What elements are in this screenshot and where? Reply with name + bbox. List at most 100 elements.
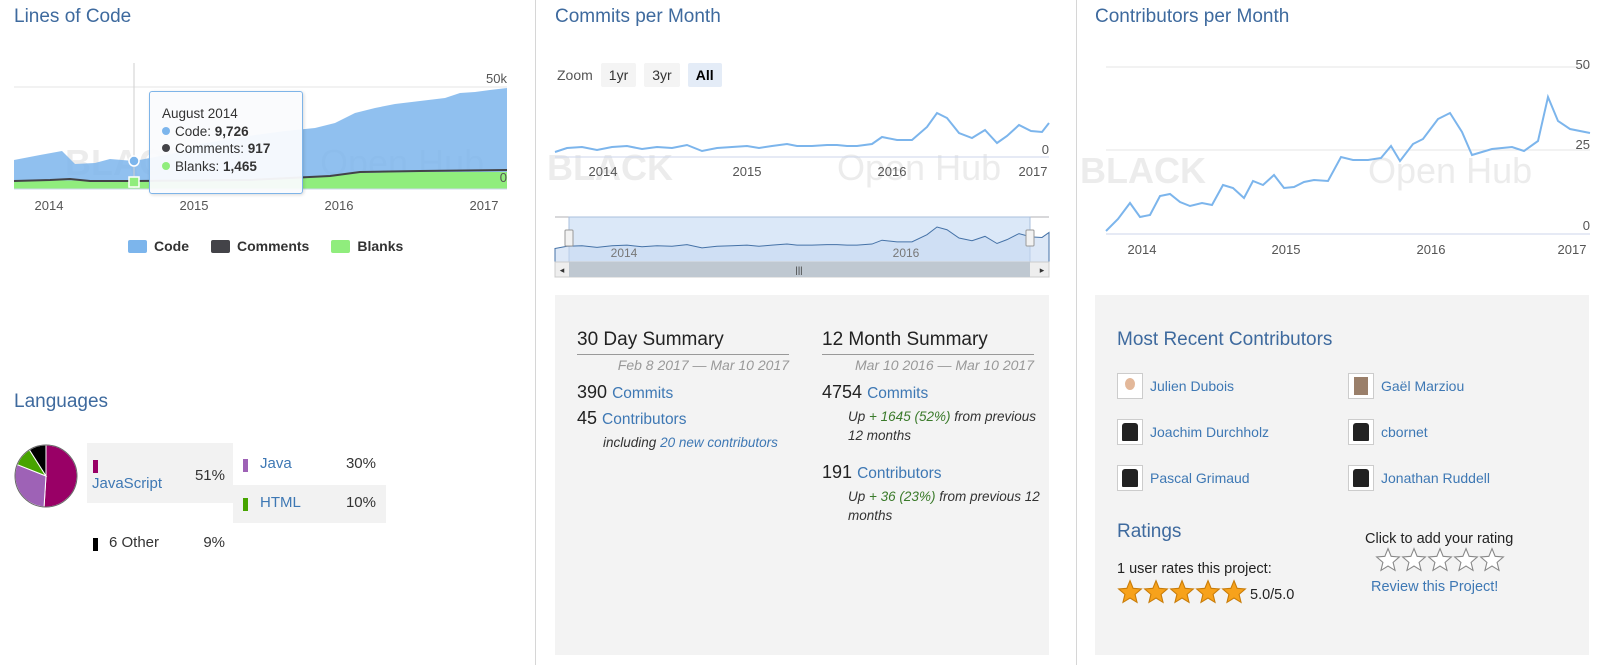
including-text: including	[603, 435, 657, 450]
contributors-link[interactable]: Contributors	[857, 465, 942, 482]
language-percent: 10%	[345, 494, 376, 511]
contributors-panel: Most Recent Contributors Julien Dubois G…	[1095, 295, 1589, 655]
empty-star-icon[interactable]	[1479, 547, 1505, 573]
scroll-left-icon[interactable]: ◂	[560, 265, 565, 275]
x-tick-2017: 2017	[1558, 242, 1587, 257]
contributor-gael-marziou[interactable]: Gaël Marziou	[1348, 373, 1464, 399]
from-previous-text: from previous 12 months	[848, 489, 1040, 523]
x-tick-2014: 2014	[35, 198, 64, 213]
zoom-all-button[interactable]: All	[687, 63, 722, 87]
avatar	[1117, 465, 1143, 491]
tooltip-label: Comments:	[175, 141, 245, 156]
empty-star-icon[interactable]	[1401, 547, 1427, 573]
language-row-other: 6 Other 9%	[87, 525, 233, 563]
watermark-product: Open Hub	[1368, 150, 1532, 191]
empty-star-icon[interactable]	[1375, 547, 1401, 573]
watermark-text: BLACK	[547, 147, 673, 188]
empty-star-icon[interactable]	[1453, 547, 1479, 573]
contributor-julien-dubois[interactable]: Julien Dubois	[1117, 373, 1234, 399]
language-name-other: 6 Other	[109, 534, 160, 551]
avatar-photo-icon	[1354, 377, 1368, 395]
other-color-icon	[93, 538, 98, 551]
avatar	[1348, 465, 1374, 491]
contributor-link[interactable]: Gaël Marziou	[1381, 378, 1465, 394]
summary-30-commits: 390 Commits	[577, 382, 673, 403]
rating-score: 5.0/5.0	[1250, 587, 1295, 603]
default-avatar-icon	[1353, 423, 1369, 441]
html-color-icon	[243, 498, 248, 511]
legend-code[interactable]: Code	[128, 238, 189, 254]
up-text: Up	[848, 409, 866, 424]
contributor-link[interactable]: Joachim Durchholz	[1150, 424, 1270, 440]
scroll-right-icon[interactable]: ▸	[1040, 265, 1045, 275]
commits-column: Commits per Month Zoom 1yr 3yr All BLACK…	[537, 0, 1077, 665]
legend-comments[interactable]: Comments	[211, 238, 309, 254]
language-row-javascript[interactable]: JavaScript 51%	[87, 443, 233, 503]
navigator-scrollbar-thumb[interactable]	[569, 262, 1030, 277]
commits-chart[interactable]: BLACK Open Hub 0 2014 2015 2016 2017 201…	[537, 100, 1077, 285]
filled-star-icon	[1143, 579, 1169, 604]
tooltip-label: Code:	[175, 123, 212, 139]
tooltip-blanks-row: Blanks: 1,465	[162, 158, 290, 176]
new-contributors-link[interactable]: 20 new contributors	[660, 435, 778, 450]
tooltip-value: 1,465	[223, 158, 257, 174]
avatar	[1348, 419, 1374, 445]
language-row-java[interactable]: Java 30%	[236, 446, 386, 484]
summary-12-dates: Mar 10 2016 — Mar 10 2017	[855, 357, 1034, 373]
blanks-swatch-icon	[331, 239, 351, 253]
x-tick-2014: 2014	[1128, 242, 1157, 257]
contributor-link[interactable]: Pascal Grimaud	[1150, 470, 1250, 486]
contributor-link[interactable]: Julien Dubois	[1150, 378, 1235, 394]
review-project-link[interactable]: Review this Project!	[1371, 579, 1499, 595]
contributor-link[interactable]: cbornet	[1381, 424, 1428, 440]
lines-of-code-title: Lines of Code	[14, 6, 132, 27]
java-color-icon	[243, 459, 248, 472]
contributor-jonathan-ruddell[interactable]: Jonathan Ruddell	[1348, 465, 1490, 491]
language-link-java[interactable]: Java	[260, 455, 292, 472]
summary-12-commits: 4754 Commits	[822, 382, 928, 403]
x-tick-2017: 2017	[470, 198, 499, 213]
code-swatch-icon	[128, 239, 147, 253]
navigator-left-handle[interactable]	[564, 229, 574, 247]
summary-12-title: 12 Month Summary	[822, 329, 1034, 355]
zoom-3yr-button[interactable]: 3yr	[644, 63, 680, 87]
empty-star-icon[interactable]	[1427, 547, 1453, 573]
comments-dot-icon	[162, 144, 170, 152]
language-link-javascript[interactable]: JavaScript	[92, 475, 163, 492]
commits-line	[554, 111, 1050, 153]
contributors-link[interactable]: Contributors	[602, 411, 687, 428]
contributors-count: 191	[822, 462, 853, 482]
language-link-html[interactable]: HTML	[260, 494, 301, 511]
default-avatar-icon	[1122, 469, 1138, 487]
zoom-1yr-button[interactable]: 1yr	[600, 63, 637, 87]
summary-12-contributors-change: Up + 36 (23%) from previous 12 months	[848, 487, 1048, 525]
contributor-pascal-grimaud[interactable]: Pascal Grimaud	[1117, 465, 1250, 491]
up-text: Up	[848, 489, 866, 504]
legend-blanks[interactable]: Blanks	[331, 238, 403, 254]
navigator-right-handle[interactable]	[1025, 229, 1035, 247]
filled-star-icon	[1221, 579, 1247, 604]
language-row-html[interactable]: HTML 10%	[233, 485, 386, 523]
user-rates-text: 1 user rates this project:	[1117, 561, 1272, 577]
summary-12-contributors: 191 Contributors	[822, 462, 942, 483]
pie-slice[interactable]	[43, 444, 78, 508]
chart-legend: Code Comments Blanks	[128, 238, 403, 254]
zoom-label: Zoom	[557, 67, 593, 83]
x-tick-2017: 2017	[1019, 164, 1048, 179]
contributor-cbornet[interactable]: cbornet	[1348, 419, 1428, 445]
commits-link[interactable]: Commits	[612, 385, 674, 402]
zoom-controls: Zoom 1yr 3yr All	[557, 63, 722, 87]
commits-title: Commits per Month	[555, 6, 721, 27]
languages-pie-chart[interactable]	[13, 443, 79, 509]
x-tick-2015: 2015	[180, 198, 209, 213]
x-tick-2016: 2016	[1417, 242, 1446, 257]
watermark-text: BLACK	[1080, 150, 1206, 191]
contributor-link[interactable]: Jonathan Ruddell	[1381, 470, 1490, 486]
contributor-joachim-durchholz[interactable]: Joachim Durchholz	[1117, 419, 1269, 445]
add-rating-stars[interactable]	[1375, 547, 1505, 573]
blanks-dot-icon	[162, 161, 170, 170]
commits-link[interactable]: Commits	[867, 385, 929, 402]
contributors-chart[interactable]: BLACK Open Hub 50 25 0 2014 2015 2016 20…	[1078, 55, 1600, 265]
y-tick-25: 25	[1576, 137, 1590, 152]
x-tick-2014: 2014	[589, 164, 618, 179]
